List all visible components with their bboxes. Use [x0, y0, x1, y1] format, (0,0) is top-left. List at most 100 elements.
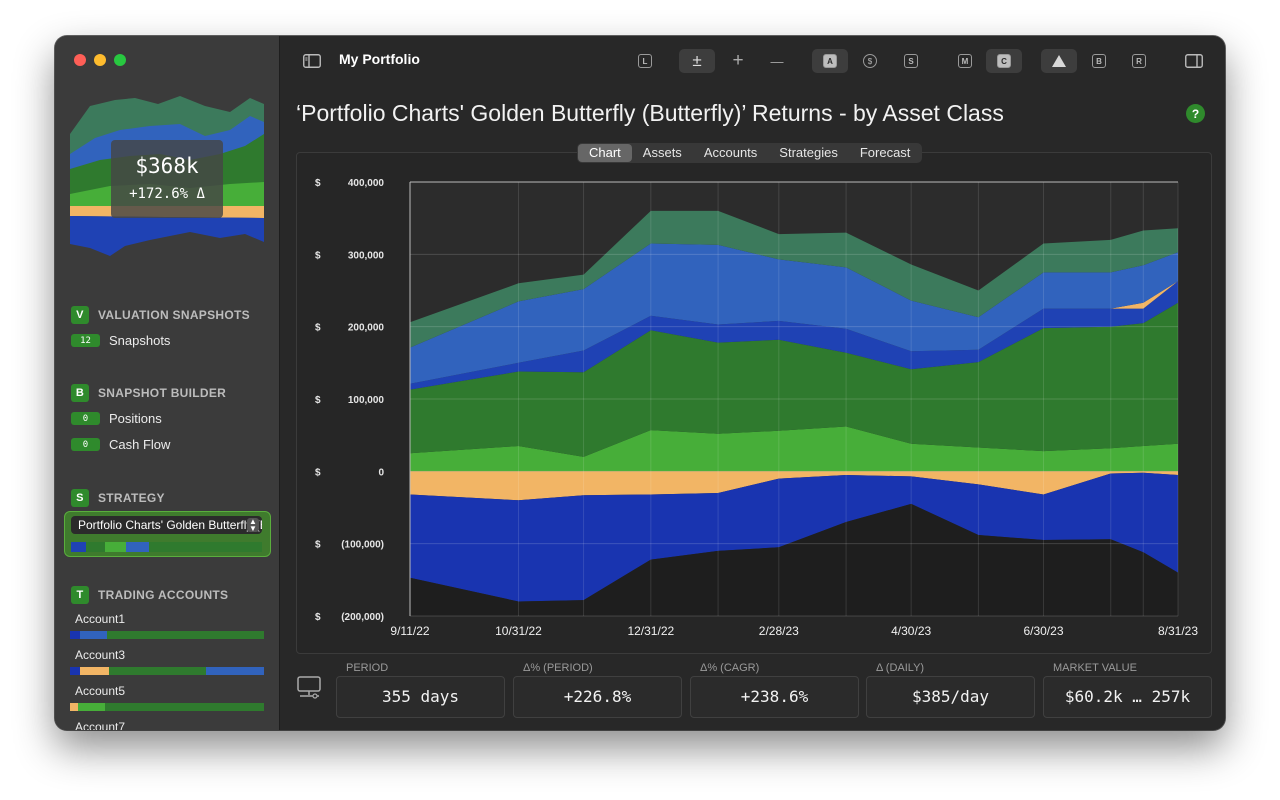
section-badge: B — [71, 384, 89, 402]
x-tick-label: 9/11/22 — [390, 624, 429, 638]
x-tick-label: 6/30/23 — [1023, 624, 1063, 638]
x-tick-label: 2/28/23 — [759, 624, 799, 638]
stat-value: $385/day — [911, 687, 990, 706]
sidebar-icon — [303, 54, 321, 68]
c-key-icon: C — [997, 54, 1011, 68]
toolbar-a-button[interactable]: A — [812, 49, 848, 73]
tab-strategies[interactable]: Strategies — [779, 145, 838, 160]
section-badge: V — [71, 306, 89, 324]
toolbar-dollar-button[interactable]: $ — [858, 49, 882, 73]
count-badge: 0 — [71, 438, 100, 451]
toolbar-triangle-button[interactable] — [1041, 49, 1077, 73]
y-tick-currency: $ — [315, 250, 321, 261]
stat-value: $60.2k … 257k — [1064, 687, 1191, 706]
negative-area-band-2 — [410, 503, 1178, 616]
app-window: $368k +172.6% Δ V VALUATION SNAPSHOTS 12… — [55, 36, 1225, 730]
toggle-inspector-button[interactable] — [1182, 49, 1206, 73]
y-tick-label: (100,000) — [341, 540, 384, 551]
l-key-icon: L — [638, 54, 652, 68]
x-tick-label: 4/30/23 — [891, 624, 931, 638]
toolbar-plusminus-button[interactable]: ± — [679, 49, 715, 73]
main-content: My Portfolio L ± + — A $ S M C B R ‘Port… — [280, 36, 1225, 730]
zoom-window-button[interactable] — [114, 54, 126, 66]
positive-area-band-4 — [410, 243, 1178, 384]
section-strategy[interactable]: S STRATEGY — [71, 489, 165, 507]
x-tick-label: 12/31/22 — [627, 624, 674, 638]
window-title: My Portfolio — [339, 51, 420, 67]
chevron-up-down-icon: ▲ ▼ — [247, 518, 259, 533]
help-button[interactable]: ? — [1186, 104, 1205, 123]
view-tabs: Chart Assets Accounts Strategies Forecas… — [577, 143, 923, 163]
positive-area-band-5 — [410, 210, 1178, 348]
dollar-circle-icon: $ — [863, 54, 877, 68]
strategy-select[interactable]: Portfolio Charts' Golden Butterfly (Butt… — [71, 516, 262, 534]
account-allocation-bar — [70, 703, 264, 711]
toolbar-r-button[interactable]: R — [1127, 49, 1151, 73]
toolbar-plus-button[interactable]: + — [732, 50, 744, 71]
y-tick-label: 300,000 — [348, 250, 385, 261]
sidebar: $368k +172.6% Δ V VALUATION SNAPSHOTS 12… — [55, 36, 280, 730]
tab-assets[interactable]: Assets — [642, 145, 682, 160]
account-name[interactable]: Account7 — [75, 720, 126, 730]
close-window-button[interactable] — [74, 54, 86, 66]
inspector-icon — [1185, 54, 1203, 68]
strategy-selected-value: Portfolio Charts' Golden Butterfly (Butt… — [78, 518, 262, 532]
stat-delta-daily: Δ (DAILY) $385/day — [866, 662, 1035, 718]
monitor-icon — [297, 676, 321, 699]
sidebar-item-positions[interactable]: 0 Positions — [71, 411, 162, 426]
triangle-icon — [1052, 55, 1066, 67]
toolbar-b-button[interactable]: B — [1087, 49, 1111, 73]
minimize-window-button[interactable] — [94, 54, 106, 66]
toggle-sidebar-button[interactable] — [300, 49, 324, 73]
y-tick-label: 0 — [378, 467, 384, 478]
count-badge: 12 — [71, 334, 100, 347]
strategy-card[interactable]: Portfolio Charts' Golden Butterfly (Butt… — [64, 511, 271, 557]
display-settings-button[interactable] — [297, 676, 323, 705]
negative-area-band-0 — [410, 471, 1178, 501]
summary-card: $368k +172.6% Δ — [111, 140, 223, 218]
tab-accounts[interactable]: Accounts — [703, 145, 758, 160]
section-title: TRADING ACCOUNTS — [98, 588, 229, 602]
y-tick-label: 200,000 — [348, 323, 385, 334]
positive-area-band-0 — [410, 426, 1178, 472]
negative-area-band-1 — [410, 472, 1178, 602]
portfolio-delta: +172.6% Δ — [129, 186, 205, 202]
section-snapshot-builder[interactable]: B SNAPSHOT BUILDER — [71, 384, 226, 402]
stat-value: 355 days — [381, 687, 460, 706]
account-name[interactable]: Account5 — [75, 684, 126, 698]
m-key-icon: M — [958, 54, 972, 68]
section-trading-accounts[interactable]: T TRADING ACCOUNTS — [71, 586, 228, 604]
positive-area-band-2 — [410, 281, 1178, 390]
positive-area-band-1 — [410, 302, 1178, 457]
y-tick-label: 400,000 — [348, 178, 385, 189]
returns-area-chart[interactable]: $400,000 $ 300,000 $ 200,000 $ 100,000 $ 0 $ (100,… — [297, 153, 1211, 653]
section-title: SNAPSHOT BUILDER — [98, 386, 227, 400]
toolbar-minus-button[interactable]: — — [770, 53, 784, 69]
stat-label: MARKET VALUE — [1053, 662, 1137, 674]
toolbar-l-button[interactable]: L — [633, 49, 657, 73]
a-key-icon: A — [823, 54, 837, 68]
y-tick-label: 100,000 — [348, 395, 385, 406]
sidebar-item-label: Cash Flow — [109, 437, 171, 452]
sidebar-item-snapshots[interactable]: 12 Snapshots — [71, 333, 170, 348]
x-tick-label: 8/31/23 — [1158, 624, 1198, 638]
section-valuation-snapshots[interactable]: V VALUATION SNAPSHOTS — [71, 306, 250, 324]
account-name[interactable]: Account3 — [75, 648, 126, 662]
stat-label: Δ (DAILY) — [876, 662, 925, 674]
toolbar-c-button[interactable]: C — [986, 49, 1022, 73]
y-tick-currency: $ — [315, 612, 321, 623]
toolbar-s-button[interactable]: S — [899, 49, 923, 73]
sidebar-item-cash-flow[interactable]: 0 Cash Flow — [71, 437, 170, 452]
page-title: ‘Portfolio Charts' Golden Butterfly (But… — [296, 100, 1004, 126]
stat-value: +238.6% — [740, 687, 809, 706]
toolbar-m-button[interactable]: M — [953, 49, 977, 73]
r-key-icon: R — [1132, 54, 1146, 68]
stat-value: +226.8% — [563, 687, 632, 706]
stat-delta-cagr: Δ% (CAGR) +238.6% — [690, 662, 859, 718]
tab-chart[interactable]: Chart — [578, 144, 632, 162]
account-name[interactable]: Account1 — [75, 612, 126, 626]
tab-forecast[interactable]: Forecast — [859, 145, 911, 160]
sidebar-item-label: Snapshots — [109, 333, 171, 348]
y-tick-currency: $ — [315, 540, 321, 551]
section-title: STRATEGY — [98, 491, 165, 505]
